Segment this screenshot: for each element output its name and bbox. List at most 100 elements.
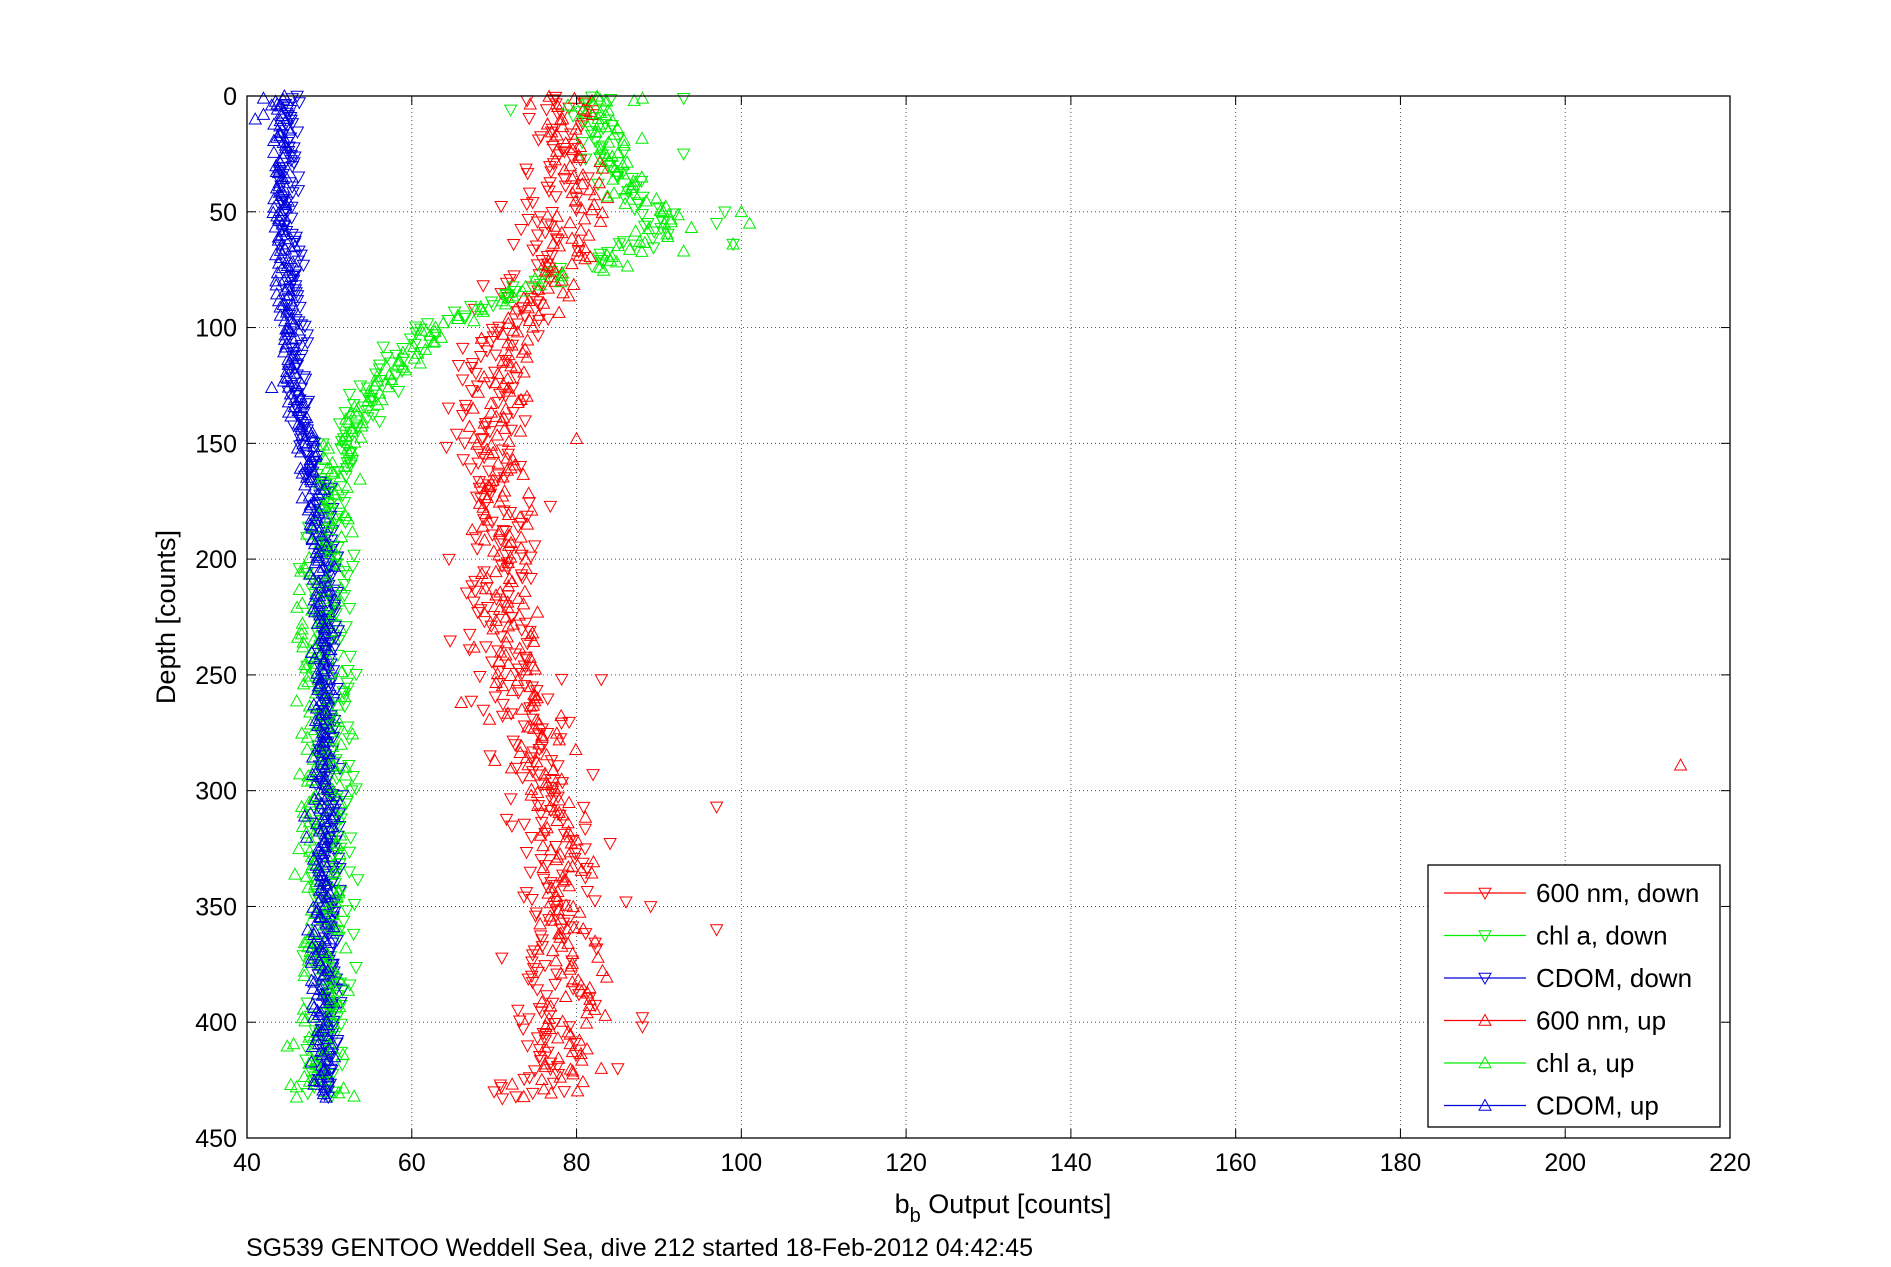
- data-point: [500, 285, 515, 299]
- data-point: [543, 1021, 557, 1034]
- data-point: [483, 396, 498, 409]
- data-point: [467, 430, 481, 444]
- data-point: [501, 434, 516, 447]
- legend-box: [1427, 864, 1721, 1128]
- data-point: [552, 793, 567, 806]
- data-point: [347, 549, 361, 563]
- data-point: [536, 296, 551, 309]
- data-point: [298, 657, 312, 670]
- data-point: [339, 941, 353, 954]
- data-point: [354, 430, 368, 443]
- data-point: [280, 111, 295, 124]
- data-point: [627, 239, 642, 252]
- data-point: [539, 104, 554, 117]
- data-point: [354, 419, 369, 432]
- data-point: [482, 377, 497, 390]
- data-point: [540, 820, 554, 834]
- data-point: [522, 1072, 537, 1085]
- data-point: [492, 548, 506, 561]
- data-point: [593, 248, 608, 262]
- data-point: [576, 116, 591, 130]
- data-point: [550, 209, 564, 222]
- data-point: [328, 632, 343, 645]
- data-point: [314, 529, 329, 542]
- data-point: [515, 345, 530, 358]
- data-point: [283, 111, 298, 125]
- data-point: [603, 93, 618, 107]
- data-point: [517, 1073, 531, 1087]
- data-point: [513, 424, 528, 437]
- data-point: [592, 117, 607, 130]
- data-point: [335, 1059, 350, 1072]
- data-point: [543, 842, 558, 856]
- data-point: [345, 524, 360, 538]
- legend-label: CDOM, down: [1536, 963, 1692, 993]
- data-point: [303, 1010, 318, 1024]
- data-point: [275, 260, 290, 274]
- data-point: [465, 358, 480, 371]
- data-point: [384, 377, 399, 390]
- data-point: [656, 204, 671, 217]
- data-point: [587, 1002, 602, 1015]
- data-point: [326, 919, 341, 933]
- data-point: [289, 694, 304, 707]
- data-point: [288, 266, 303, 279]
- data-point: [324, 811, 339, 825]
- data-point: [323, 510, 338, 524]
- data-point: [316, 1083, 330, 1096]
- data-point: [544, 1086, 558, 1099]
- data-point: [557, 146, 572, 159]
- data-point: [616, 147, 631, 160]
- data-point: [574, 977, 588, 991]
- data-point: [543, 269, 558, 283]
- data-point: [293, 564, 308, 577]
- data-point: [531, 798, 545, 811]
- caption: SG539 GENTOO Weddell Sea, dive 212 start…: [246, 1234, 1033, 1262]
- data-point: [543, 999, 558, 1012]
- data-point: [480, 570, 494, 584]
- data-point: [547, 781, 562, 795]
- data-point: [333, 469, 348, 483]
- data-point: [576, 801, 591, 815]
- data-point: [307, 927, 322, 940]
- data-point: [275, 217, 290, 230]
- data-point: [585, 93, 599, 107]
- data-point: [341, 759, 356, 773]
- data-point: [502, 571, 517, 584]
- data-point: [450, 311, 465, 324]
- data-point: [278, 138, 293, 151]
- data-point: [566, 110, 580, 123]
- data-point: [527, 1065, 542, 1078]
- data-point: [495, 293, 509, 307]
- data-point: [521, 301, 536, 314]
- data-point: [559, 898, 573, 911]
- data-point: [607, 127, 621, 140]
- data-point: [582, 980, 597, 994]
- data-point: [477, 616, 492, 629]
- data-point: [530, 785, 545, 798]
- data-point: [498, 297, 513, 310]
- series-layer: [248, 88, 1688, 1106]
- data-point: [330, 922, 345, 935]
- data-point: [594, 674, 609, 687]
- data-point: [322, 1042, 336, 1055]
- data-point: [558, 872, 573, 886]
- data-point: [538, 264, 553, 277]
- data-point: [556, 874, 571, 887]
- data-point: [617, 133, 631, 146]
- data-point: [413, 356, 428, 369]
- data-point: [428, 329, 442, 342]
- data-point: [545, 249, 559, 263]
- data-point: [248, 112, 263, 125]
- data-point: [540, 218, 555, 231]
- data-point: [281, 194, 296, 207]
- data-point: [313, 594, 328, 608]
- data-point: [533, 808, 548, 821]
- data-point: [601, 154, 616, 167]
- data-point: [304, 955, 319, 968]
- data-point: [522, 313, 537, 326]
- data-point: [499, 610, 513, 623]
- data-point: [292, 97, 307, 110]
- data-point: [541, 882, 555, 896]
- data-point: [561, 914, 576, 928]
